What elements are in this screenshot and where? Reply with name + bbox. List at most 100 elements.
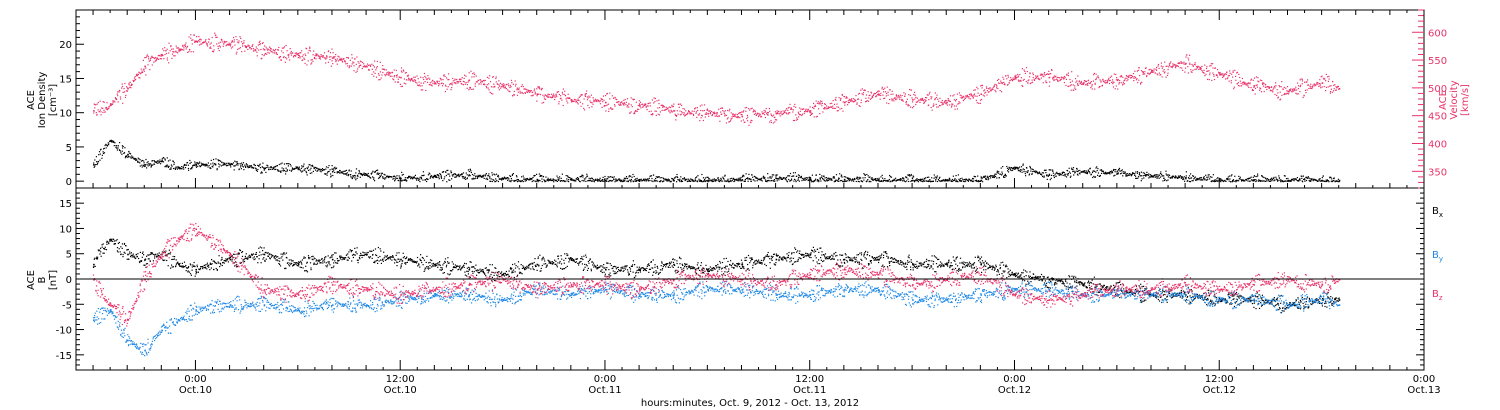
density-mark [1202,177,1205,179]
density-mark [160,160,162,162]
density-mark [793,180,795,182]
velocity-mark [858,98,860,100]
density-mark [326,174,328,176]
density-mark [663,180,665,182]
velocity-mark [644,104,646,106]
density-mark [1156,177,1158,179]
velocity-mark [444,91,446,93]
velocity-mark [653,102,655,104]
density-mark [837,178,840,180]
density-mark [378,177,380,179]
velocity-mark [553,93,555,95]
velocity-mark [344,61,346,63]
density-mark [917,181,919,183]
density-mark [679,180,681,183]
density-mark [896,179,898,181]
density-mark [215,164,217,166]
density-mark [545,180,547,182]
density-mark [247,166,249,168]
velocity-mark [758,112,760,115]
density-mark [1123,172,1125,174]
velocity-mark [172,48,174,50]
velocity-mark [679,110,681,112]
density-mark [1035,172,1037,174]
density-mark [798,180,800,182]
density-mark [945,179,947,181]
density-mark [763,177,765,179]
velocity-mark [179,48,181,50]
velocity-mark [801,113,804,115]
velocity-mark [341,59,343,61]
density-mark [749,178,751,180]
velocity-mark [133,77,136,79]
density-mark [1179,175,1181,177]
velocity-mark [1168,64,1171,66]
density-mark [848,180,850,182]
density-mark [401,180,403,182]
density-mark [327,171,329,173]
density-mark [1207,174,1209,176]
velocity-mark [1095,78,1097,81]
velocity-mark [678,103,680,105]
velocity-mark [334,56,336,58]
velocity-mark [382,65,384,67]
velocity-mark [243,40,245,42]
density-mark [888,180,890,182]
density-mark [1103,172,1105,174]
velocity-mark [1221,73,1223,75]
velocity-mark [319,58,321,60]
velocity-mark [532,95,534,97]
density-mark [1141,178,1143,180]
density-mark [825,177,828,179]
velocity-mark [1032,72,1034,74]
velocity-mark [1048,85,1050,87]
velocity-mark [431,81,433,83]
velocity-mark [522,92,524,95]
velocity-mark-point [93,110,95,112]
velocity-mark [310,59,312,61]
velocity-mark [1272,89,1274,91]
density-mark [659,177,661,179]
velocity-mark [118,91,120,93]
density-mark [519,180,521,182]
density-mark [1146,171,1148,173]
density-mark [585,177,587,179]
density-mark [838,180,840,182]
velocity-mark [1144,73,1146,75]
velocity-mark [489,75,491,77]
density-mark [1110,171,1112,173]
density-mark [963,180,965,183]
velocity-mark [373,75,375,77]
velocity-mark [703,104,706,106]
density-mark [1139,173,1141,175]
density-mark [407,177,409,179]
velocity-mark [946,100,948,102]
density-mark [992,176,994,178]
density-mark [630,180,632,182]
velocity-mark [885,91,887,93]
velocity-mark [277,49,279,51]
velocity-mark [1207,70,1209,72]
velocity-mark [1084,80,1086,82]
density-mark [806,177,808,179]
velocity-mark [594,100,596,102]
velocity-mark [154,57,156,60]
density-mark [428,172,430,174]
velocity-mark [209,43,211,45]
velocity-mark [899,98,901,100]
density-mark [1211,176,1213,178]
velocity-mark [472,88,474,90]
density-mark [968,178,970,180]
velocity-mark [695,112,697,114]
velocity-mark [239,36,241,38]
velocity-mark [679,103,682,105]
density-mark [719,179,721,182]
velocity-mark [1042,82,1044,84]
density-mark [150,166,152,168]
density-mark [791,175,793,178]
density-mark [152,160,154,162]
velocity-mark [753,109,755,111]
velocity-mark [476,81,478,83]
density-mark [1046,178,1048,180]
density-mark [526,177,529,180]
